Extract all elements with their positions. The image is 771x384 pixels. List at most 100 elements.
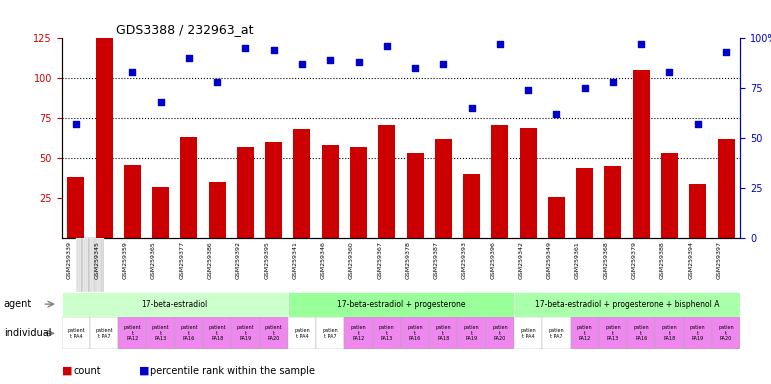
Bar xyxy=(486,317,514,349)
Point xyxy=(466,105,478,111)
Point xyxy=(183,55,195,61)
Text: 17-beta-estradiol + progesterone: 17-beta-estradiol + progesterone xyxy=(337,300,465,309)
Bar xyxy=(379,125,396,238)
Bar xyxy=(124,165,141,238)
Text: patien
t PA7: patien t PA7 xyxy=(322,328,338,339)
Bar xyxy=(146,317,175,349)
Bar xyxy=(294,129,311,238)
Text: patien
t PA7: patien t PA7 xyxy=(549,328,564,339)
Bar xyxy=(542,317,571,349)
Bar xyxy=(599,317,627,349)
Bar xyxy=(62,292,288,317)
Bar xyxy=(90,317,118,349)
Point xyxy=(352,59,365,65)
Point xyxy=(720,49,732,55)
Bar xyxy=(103,238,104,292)
Bar xyxy=(265,142,282,238)
Bar xyxy=(99,238,100,292)
Bar xyxy=(684,317,712,349)
Point xyxy=(239,45,251,51)
Bar xyxy=(661,154,678,238)
Bar xyxy=(86,238,87,292)
Text: patient
t
PA19: patient t PA19 xyxy=(237,325,254,341)
Bar xyxy=(180,137,197,238)
Bar xyxy=(288,292,514,317)
Bar xyxy=(633,70,650,238)
Bar xyxy=(288,317,316,349)
Bar xyxy=(82,238,84,292)
Point xyxy=(409,65,421,71)
Point xyxy=(522,87,534,93)
Text: GSM259387: GSM259387 xyxy=(434,241,439,279)
Text: GSM259395: GSM259395 xyxy=(264,241,269,279)
Point xyxy=(607,79,619,85)
Bar xyxy=(91,238,92,292)
Text: patien
t
PA16: patien t PA16 xyxy=(634,325,649,341)
Bar xyxy=(203,317,231,349)
Text: 17-beta-estradiol: 17-beta-estradiol xyxy=(142,300,208,309)
Text: patien
t PA4: patien t PA4 xyxy=(520,328,536,339)
Bar xyxy=(689,184,706,238)
Text: patien
t
PA13: patien t PA13 xyxy=(379,325,395,341)
Point xyxy=(635,41,648,48)
Bar xyxy=(345,317,372,349)
Bar xyxy=(435,139,452,238)
Bar xyxy=(627,317,655,349)
Bar xyxy=(78,238,79,292)
Text: patient
t
PA18: patient t PA18 xyxy=(208,325,226,341)
Text: ■: ■ xyxy=(139,366,150,376)
Bar xyxy=(712,317,740,349)
Point xyxy=(324,57,336,63)
Bar xyxy=(92,238,93,292)
Point xyxy=(126,69,139,75)
Bar xyxy=(406,154,423,238)
Bar xyxy=(520,128,537,238)
Text: GSM259346: GSM259346 xyxy=(321,241,325,279)
Bar xyxy=(514,292,740,317)
Text: GSM259341: GSM259341 xyxy=(292,241,298,279)
Bar xyxy=(84,238,85,292)
Bar xyxy=(548,197,565,238)
Text: individual: individual xyxy=(4,328,52,338)
Bar xyxy=(604,166,621,238)
Bar xyxy=(100,238,102,292)
Point xyxy=(211,79,224,85)
Text: GSM259393: GSM259393 xyxy=(462,241,467,279)
Text: patien
t
PA12: patien t PA12 xyxy=(351,325,366,341)
Bar xyxy=(576,168,593,238)
Point xyxy=(493,41,506,48)
Text: patien
t
PA16: patien t PA16 xyxy=(407,325,423,341)
Bar xyxy=(152,187,169,238)
Point xyxy=(550,111,563,118)
Point xyxy=(296,61,308,68)
Text: GSM259377: GSM259377 xyxy=(180,241,184,279)
Text: GSM259397: GSM259397 xyxy=(716,241,722,279)
Point xyxy=(437,61,449,68)
Text: GSM259394: GSM259394 xyxy=(689,241,693,279)
Bar xyxy=(85,238,86,292)
Text: patien
t
PA13: patien t PA13 xyxy=(605,325,621,341)
Bar xyxy=(571,317,599,349)
Text: GSM259392: GSM259392 xyxy=(236,241,241,279)
Bar xyxy=(463,174,480,238)
Bar xyxy=(93,238,94,292)
Point xyxy=(268,47,280,53)
Bar xyxy=(237,147,254,238)
Bar xyxy=(80,238,82,292)
Text: patien
t
PA20: patien t PA20 xyxy=(719,325,734,341)
Bar xyxy=(67,177,84,238)
Text: patient
t
PA13: patient t PA13 xyxy=(152,325,170,341)
Bar xyxy=(231,317,260,349)
Text: patien
t PA4: patien t PA4 xyxy=(295,328,310,339)
Bar xyxy=(718,139,735,238)
Bar xyxy=(322,146,338,238)
Text: patien
t
PA18: patien t PA18 xyxy=(436,325,451,341)
Text: patient
t
PA20: patient t PA20 xyxy=(265,325,282,341)
Bar xyxy=(94,238,96,292)
Bar xyxy=(429,317,457,349)
Bar xyxy=(76,238,78,292)
Text: GSM259396: GSM259396 xyxy=(490,241,495,279)
Bar xyxy=(655,317,684,349)
Text: GSM259360: GSM259360 xyxy=(349,241,354,278)
Text: GSM259368: GSM259368 xyxy=(604,241,608,278)
